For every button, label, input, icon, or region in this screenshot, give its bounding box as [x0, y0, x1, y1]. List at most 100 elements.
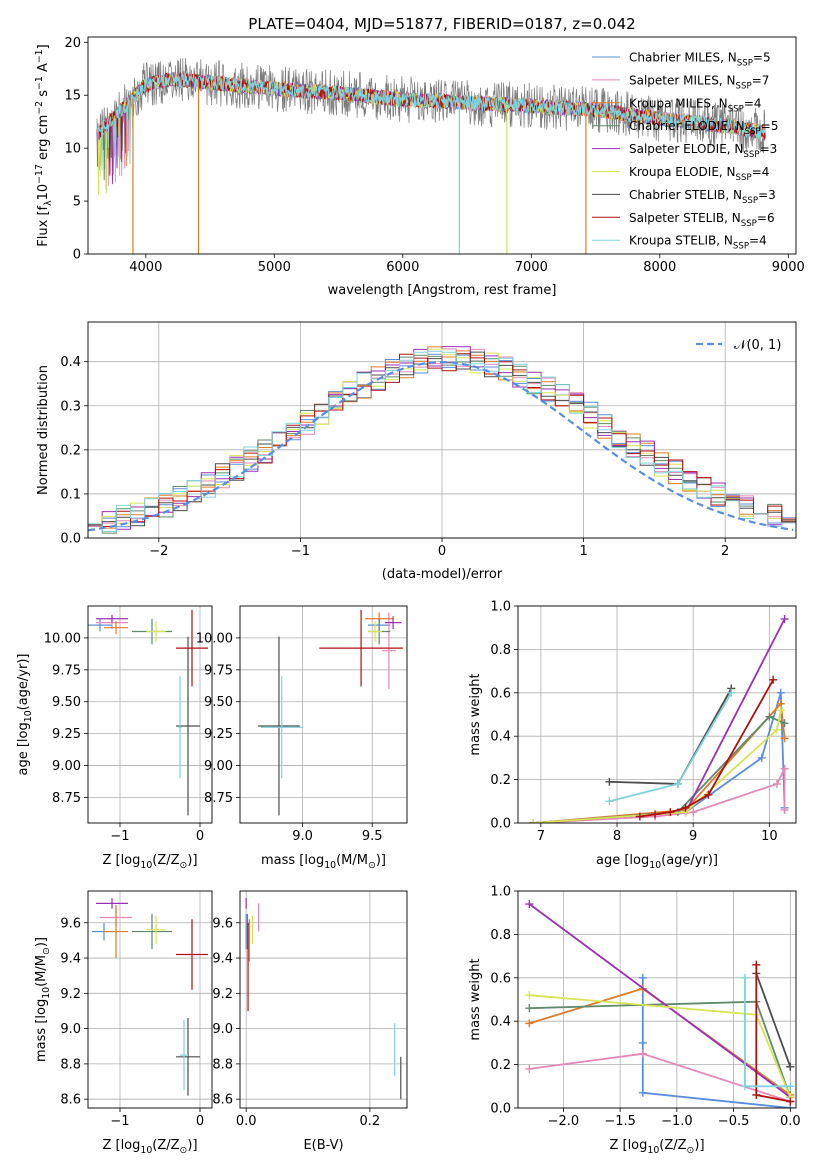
legend: 𝒩(0, 1): [696, 338, 781, 353]
weight-marker: [525, 991, 534, 1000]
y-tick-label: 9.2: [212, 987, 233, 1002]
y-tick-label: 8.75: [204, 791, 233, 806]
y-tick-label: 9.50: [204, 695, 233, 710]
y-tick-label: 0.4: [490, 1015, 511, 1030]
weight-marker: [525, 1064, 534, 1073]
y-tick-label: 9.4: [60, 952, 81, 967]
age_vs_mass-frame: [239, 605, 408, 824]
age_vs_Z-frame: [87, 605, 213, 824]
mass_vs_ebv-points: [245, 898, 402, 1100]
x-tick-label: 2: [721, 544, 729, 559]
weight-marker: [638, 1088, 647, 1097]
y-tick-label: 0.1: [60, 487, 81, 502]
weight-line: [639, 679, 774, 818]
x-axis-label: wavelength [Angstrom, rest frame]: [328, 283, 557, 298]
weight-line: [533, 701, 786, 823]
x-axis-label: Z [log10(Z/Z⊙)]: [609, 1138, 704, 1156]
x-tick-label: 0: [196, 829, 204, 844]
y-tick-label: 8.6: [212, 1093, 233, 1108]
weight_vs_age-frame: [517, 605, 797, 824]
age_vs_mass-points: [258, 609, 403, 816]
mass_vs_Z-axes: −1 0 8.6 8.8 9.0 9.2 9.4 9.6: [60, 891, 212, 1129]
x-axis-label: Z [log10(Z/Z⊙)]: [102, 853, 197, 871]
weight-line: [755, 973, 792, 1068]
x-tick-label: −2.0: [548, 1114, 580, 1129]
y-tick-label: 0.0: [490, 817, 511, 832]
weight-marker: [529, 819, 538, 823]
weight_vs_age-lines: [529, 615, 789, 823]
mass_vs_Z-points: [92, 898, 208, 1096]
weight-marker: [727, 688, 736, 697]
y-tick-label: 9.6: [60, 916, 81, 931]
y-tick-label: 15: [64, 89, 81, 104]
mass_vs_ebv-frame: [239, 890, 408, 1109]
weight-marker: [525, 1004, 534, 1013]
y-tick-label: 0.6: [490, 971, 511, 986]
weight-marker: [780, 764, 789, 773]
x-tick-label: 5000: [258, 260, 291, 275]
legend-label: Chabrier MILES, NSSP=5: [629, 51, 771, 69]
x-tick-label: −2: [149, 544, 168, 559]
x-tick-label: −1.0: [661, 1114, 693, 1129]
y-tick-label: 8.75: [52, 791, 81, 806]
y-tick-label: 9.0: [60, 1022, 81, 1037]
x-tick-label: 9: [689, 829, 697, 844]
y-tick-label: 8.6: [60, 1093, 81, 1108]
weight-marker: [786, 1062, 795, 1071]
weight-marker: [525, 1019, 534, 1028]
weight_vs_Z-frame: [517, 890, 797, 1109]
x-tick-label: 0: [196, 1114, 204, 1129]
y-tick-label: 5: [73, 195, 81, 210]
y-axis-label: mass [log10(M/M⊙)]: [34, 937, 52, 1062]
weight-marker: [786, 1097, 795, 1106]
spectrum-lines: [96, 57, 766, 254]
x-tick-label: 10: [761, 829, 778, 844]
weight-line: [533, 715, 785, 823]
legend-label: Salpeter ELODIE, NSSP=3: [629, 142, 777, 160]
weight-marker: [605, 777, 614, 786]
weight-line: [528, 903, 791, 1098]
y-tick-label: 0: [73, 248, 81, 263]
y-tick-label: 0.4: [60, 355, 81, 370]
legend-label: Salpeter MILES, NSSP=7: [629, 73, 769, 91]
y-tick-label: 9.00: [52, 759, 81, 774]
y-tick-label: 8.8: [60, 1057, 81, 1072]
x-axis-label: age [log10(age/yr)]: [596, 853, 718, 871]
weight-marker: [673, 779, 682, 788]
weight-marker: [704, 790, 713, 799]
weight-marker: [786, 1082, 795, 1091]
spectrum-line: [96, 57, 766, 158]
weight_vs_Z-lines: [525, 900, 795, 1108]
weight-marker: [740, 1082, 749, 1091]
y-tick-label: 9.25: [52, 727, 81, 742]
x-tick-label: 4000: [129, 260, 162, 275]
x-tick-label: 0.0: [236, 1114, 257, 1129]
y-tick-label: 9.0: [212, 1022, 233, 1037]
x-tick-label: −1: [110, 1114, 129, 1129]
mass_vs_Z-frame: [87, 890, 213, 1109]
x-tick-label: 9.5: [362, 829, 383, 844]
weight-marker: [605, 797, 614, 806]
legend-label: Kroupa ELODIE, NSSP=4: [629, 165, 769, 183]
age_vs_mass-axes: 9.0 9.5 8.75 9.00 9.25 9.50 9.75 10.00: [196, 606, 407, 844]
x-tick-label: −1: [291, 544, 310, 559]
gaussian-curve: [88, 360, 794, 532]
x-tick-label: 8000: [643, 260, 676, 275]
y-tick-label: 0.6: [490, 686, 511, 701]
legend-label: Kroupa STELIB, NSSP=4: [629, 234, 767, 252]
weight-marker: [752, 1090, 761, 1099]
y-tick-label: 0.4: [490, 730, 511, 745]
y-axis-label: mass weight: [468, 673, 483, 755]
x-tick-label: −1: [110, 829, 129, 844]
legend-label: 𝒩(0, 1): [734, 338, 781, 353]
y-axis-label: Flux [fλ10−17 erg cm−2 s−1 A−1]: [34, 44, 54, 246]
y-tick-label: 9.6: [212, 916, 233, 931]
y-tick-label: 9.75: [204, 663, 233, 678]
y-axis-label: age [log10(age/yr)]: [16, 654, 34, 776]
weight-marker: [638, 1038, 647, 1047]
y-tick-label: 0.2: [60, 443, 81, 458]
spectrum-frame: [87, 36, 797, 255]
weight-marker: [769, 675, 778, 684]
y-tick-label: 9.2: [60, 987, 81, 1002]
weight-marker: [635, 812, 644, 821]
